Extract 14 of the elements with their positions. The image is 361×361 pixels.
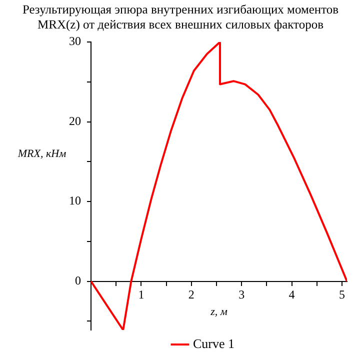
legend-label: Curve 1 xyxy=(192,336,235,351)
y-tick-label: 10 xyxy=(69,194,81,208)
x-tick-label: 1 xyxy=(138,288,144,302)
text: Результирующая эпюра внутренних изгибающих моментов xyxy=(22,2,339,17)
y-tick-label: 30 xyxy=(69,34,81,48)
y-tick-label: 0 xyxy=(75,273,81,288)
x-tick-label: 3 xyxy=(238,288,245,302)
x-axis-title: z, м xyxy=(210,306,228,318)
x-tick-label: 4 xyxy=(288,288,295,302)
text: MRX(z) от действия всех внешних силовых факторов xyxy=(38,18,324,32)
y-tick-label: 20 xyxy=(69,114,81,128)
y-axis-title: MRX, кНм xyxy=(16,148,66,160)
x-tick-label: 5 xyxy=(338,288,345,302)
x-tick-label: 2 xyxy=(188,288,194,302)
